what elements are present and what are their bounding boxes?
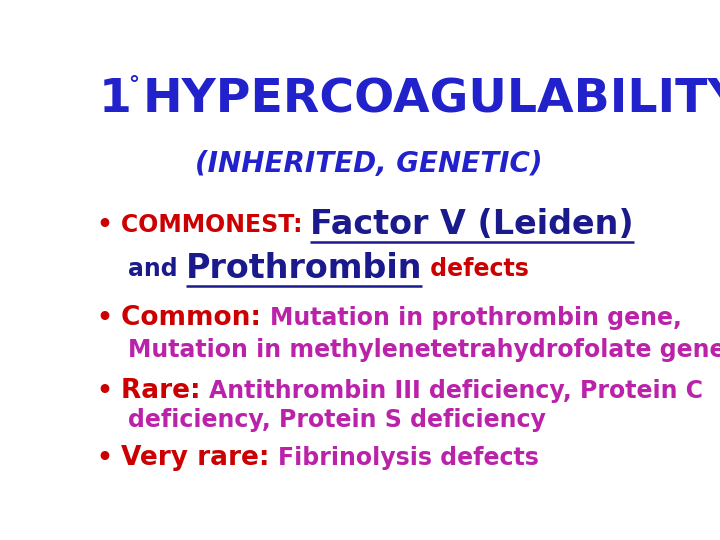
Text: defects: defects — [423, 256, 529, 281]
Text: and: and — [128, 256, 186, 281]
Text: °: ° — [128, 75, 140, 95]
Text: Mutation in prothrombin gene,: Mutation in prothrombin gene, — [270, 306, 682, 330]
Text: •: • — [96, 213, 113, 237]
Text: Common:: Common: — [121, 306, 270, 332]
Text: Prothrombin: Prothrombin — [186, 252, 423, 285]
Text: •: • — [96, 446, 113, 470]
Text: 1: 1 — [99, 77, 131, 122]
Text: Rare:: Rare: — [121, 378, 210, 404]
Text: Factor V (Leiden): Factor V (Leiden) — [310, 208, 634, 241]
Text: HYPERCOAGULABILITY: HYPERCOAGULABILITY — [143, 77, 720, 122]
Text: Antithrombin III deficiency, Protein C: Antithrombin III deficiency, Protein C — [210, 379, 703, 403]
Text: COMMONEST:: COMMONEST: — [121, 213, 310, 237]
Text: (INHERITED, GENETIC): (INHERITED, GENETIC) — [195, 150, 543, 178]
Text: Very rare:: Very rare: — [121, 445, 279, 471]
Text: Fibrinolysis defects: Fibrinolysis defects — [279, 446, 539, 470]
Text: deficiency, Protein S deficiency: deficiency, Protein S deficiency — [128, 408, 546, 433]
Text: Mutation in methylenetetrahydrofolate gene: Mutation in methylenetetrahydrofolate ge… — [128, 338, 720, 362]
Text: •: • — [96, 379, 113, 403]
Text: •: • — [96, 306, 113, 330]
